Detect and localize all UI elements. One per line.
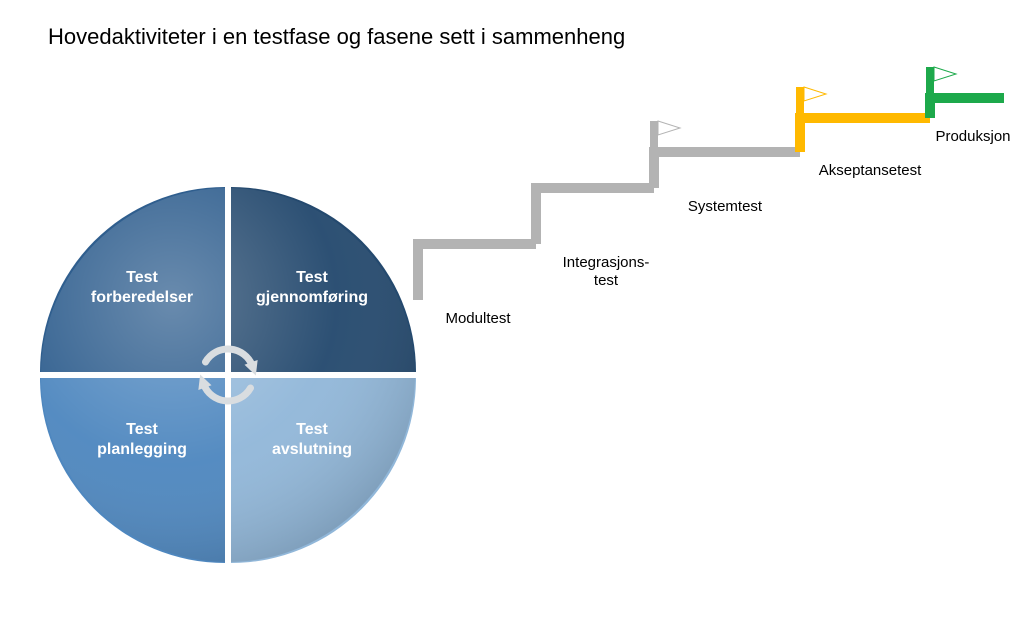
step-label-integrasjonstest-line1: Integrasjons- (563, 254, 650, 271)
step-integrasjonstest (536, 188, 654, 244)
pie-label-tr: Test gjennomføring (232, 268, 392, 308)
pie-gap-horizontal (39, 372, 417, 378)
pie-label-br-line1: Test (296, 421, 328, 438)
pie-quadrant-br (231, 378, 416, 563)
diagram-canvas: Hovedaktiviteter i en testfase og fasene… (0, 0, 1024, 633)
pie-label-tl-line1: Test (126, 269, 158, 286)
step-akseptansetest (800, 118, 930, 152)
pie-quadrant-bl (40, 378, 225, 563)
step-label-produksjon-line1: Produksjon (935, 128, 1010, 145)
step-label-akseptansetest: Akseptansetest (800, 162, 940, 180)
step-label-modultest: Modultest (418, 310, 538, 328)
flag-icon-systemtest (658, 121, 680, 135)
pie-label-br: Test avslutning (232, 420, 392, 460)
step-produksjon (930, 98, 1004, 118)
step-label-integrasjonstest-line2: test (594, 272, 618, 289)
staircase (418, 67, 1004, 300)
step-label-produksjon: Produksjon (918, 128, 1024, 146)
pie-label-tl: Test forberedelser (62, 268, 222, 308)
pie-label-bl-line1: Test (126, 421, 158, 438)
step-label-akseptansetest-line1: Akseptansetest (819, 162, 922, 179)
step-systemtest (654, 152, 800, 188)
step-modultest (418, 244, 536, 300)
pie-label-bl: Test planlegging (62, 420, 222, 460)
pie-label-br-line2: avslutning (272, 441, 352, 458)
pie-label-tr-line1: Test (296, 269, 328, 286)
pie-label-tr-line2: gjennomføring (256, 289, 368, 306)
step-label-modultest-line1: Modultest (445, 310, 510, 327)
step-label-systemtest-line1: Systemtest (688, 198, 762, 215)
flag-icon-produksjon (934, 67, 956, 81)
pie-chart (39, 186, 417, 564)
pie-label-tl-line2: forberedelser (91, 289, 193, 306)
step-label-integrasjonstest: Integrasjons-test (542, 254, 670, 290)
step-label-systemtest: Systemtest (660, 198, 790, 216)
pie-label-bl-line2: planlegging (97, 441, 187, 458)
flag-icon-akseptansetest (804, 87, 826, 101)
